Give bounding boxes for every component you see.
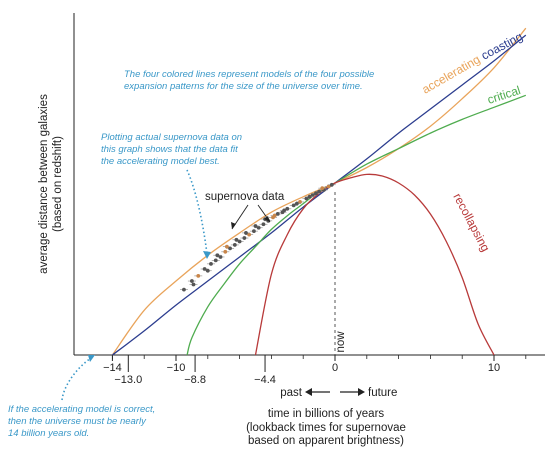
supernova-point bbox=[190, 279, 194, 283]
supernova-point bbox=[205, 268, 210, 273]
supernova-point bbox=[304, 196, 309, 201]
x-tick-label: −8.8 bbox=[184, 374, 206, 386]
now-label: now bbox=[335, 331, 347, 353]
past-label: past bbox=[280, 387, 303, 399]
future-arrowhead bbox=[358, 388, 365, 396]
supernova-point bbox=[285, 206, 290, 211]
supernova-point bbox=[215, 253, 220, 258]
supernova-point bbox=[228, 246, 232, 251]
supernova-point bbox=[298, 200, 302, 204]
supernova-point bbox=[182, 287, 186, 292]
supernova-point bbox=[307, 194, 312, 199]
supernova-point bbox=[202, 267, 207, 271]
note-age-pointer bbox=[61, 357, 92, 401]
supernova-point bbox=[310, 193, 315, 197]
supernova-point bbox=[242, 236, 247, 240]
supernova-point bbox=[272, 213, 277, 218]
supernova-point bbox=[247, 232, 252, 237]
supernova-point bbox=[218, 255, 223, 259]
note-supernova-arrowhead bbox=[203, 251, 211, 259]
supernova-points bbox=[179, 182, 336, 292]
supernova-point bbox=[329, 182, 334, 187]
x-tick-label: 10 bbox=[488, 362, 500, 374]
supernova-point bbox=[320, 186, 325, 191]
note-supernova-2: this graph shows that the data fit bbox=[101, 144, 238, 155]
note-models-1: The four colored lines represent models … bbox=[124, 69, 374, 80]
supernova-point bbox=[209, 261, 213, 266]
supernova-point bbox=[317, 189, 321, 194]
note-models-2: expansion patterns for the size of the u… bbox=[124, 81, 363, 92]
curve-coasting bbox=[112, 34, 527, 356]
note-supernova-3: the accelerating model best. bbox=[101, 156, 220, 167]
note-supernova-1: Plotting actual supernova data on bbox=[101, 132, 242, 143]
supernova-point bbox=[256, 225, 261, 230]
note-age-3: 14 billion years old. bbox=[8, 428, 89, 439]
supernova-point bbox=[237, 239, 242, 244]
x-tick-label: −13.0 bbox=[114, 374, 142, 386]
y-axis-sublabel: (based on redshift) bbox=[52, 136, 64, 232]
supernova-point bbox=[234, 237, 239, 242]
x-tick-label: −4.4 bbox=[254, 374, 276, 386]
note-age-2: then the universe must be nearly bbox=[8, 416, 147, 427]
supernova-point bbox=[314, 191, 318, 196]
y-axis-label: average distance between galaxies bbox=[38, 94, 50, 274]
supernova-point bbox=[232, 243, 237, 247]
supernova-point bbox=[213, 258, 218, 263]
future-label: future bbox=[368, 387, 397, 399]
supernova-point bbox=[282, 208, 287, 213]
x-tick-label: −10 bbox=[167, 362, 186, 374]
supernova-point bbox=[224, 244, 229, 249]
label-recollapsing: recollapsing bbox=[450, 191, 492, 254]
supernova-point bbox=[223, 249, 228, 254]
x-tick-label: 0 bbox=[332, 362, 338, 374]
x-ticks: −14−13.0 −10−8.8 −4.4 0 10 bbox=[103, 355, 527, 386]
supernova-point bbox=[244, 230, 248, 235]
past-arrowhead bbox=[305, 388, 312, 396]
supernova-arrowhead-1 bbox=[231, 222, 236, 229]
supernova-arrowhead-2 bbox=[264, 216, 270, 222]
supernova-point bbox=[196, 273, 201, 278]
label-accelerating: accelerating bbox=[420, 52, 483, 96]
supernova-point bbox=[326, 184, 331, 189]
supernova-point bbox=[253, 224, 258, 228]
curve-recollapsing bbox=[254, 173, 495, 356]
note-age-arrowhead bbox=[88, 355, 95, 362]
supernova-point bbox=[291, 203, 296, 208]
x-tick-label: −14 bbox=[103, 362, 122, 374]
note-age-1: If the accelerating model is correct, bbox=[8, 404, 155, 415]
curve-critical bbox=[186, 94, 527, 356]
supernova-point bbox=[275, 212, 280, 216]
supernova-label: supernova data bbox=[205, 191, 285, 203]
x-axis-label: time in billions of years bbox=[268, 408, 385, 420]
supernova-point bbox=[261, 222, 266, 227]
x-axis-sublabel-2: based on apparent brightness) bbox=[248, 435, 404, 447]
x-axis-sublabel-1: (lookback times for supernovae bbox=[246, 422, 406, 434]
supernova-point bbox=[252, 229, 256, 234]
note-supernova-pointer bbox=[186, 169, 208, 255]
supernova-point bbox=[191, 282, 196, 287]
supernova-point bbox=[294, 201, 299, 206]
